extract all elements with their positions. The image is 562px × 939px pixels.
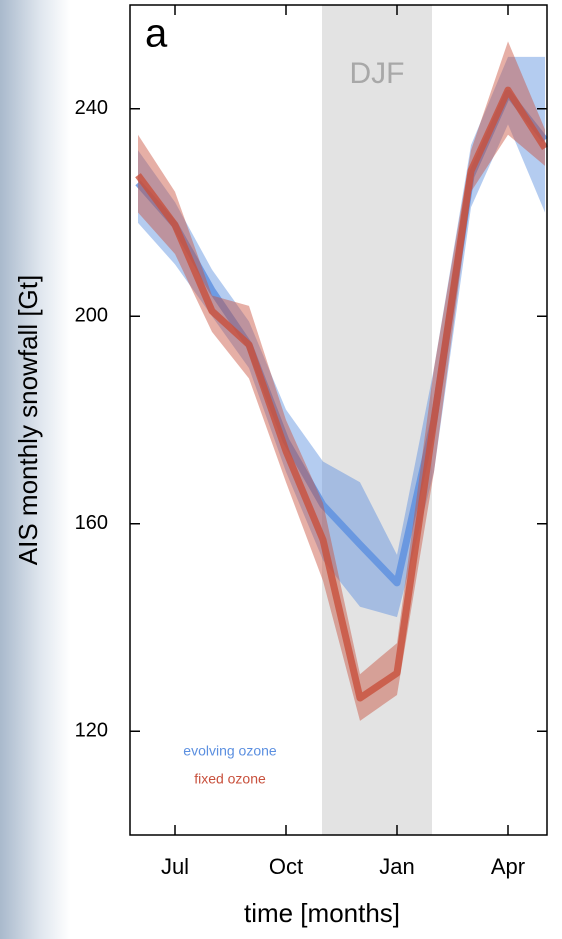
series-line [135, 86, 548, 702]
y-tick-label: 240 [75, 97, 108, 119]
band-segment [360, 482, 397, 618]
x-tick-label: Jan [379, 854, 414, 879]
plot-frame [129, 4, 548, 836]
season-label: DJF [350, 57, 405, 90]
y-axis-label: AIS monthly snowfall [Gt] [13, 275, 43, 565]
x-tick-label: Jul [161, 854, 189, 879]
band-segment [508, 56, 545, 213]
legend-entry: fixed ozone [194, 771, 266, 787]
y-tick-label: 120 [75, 720, 108, 742]
season-shade [322, 5, 432, 835]
y-tick-label: 160 [75, 512, 108, 534]
band-segment [471, 41, 508, 192]
y-tick-label: 200 [75, 305, 108, 327]
panel-letter: a [145, 12, 168, 56]
x-tick-label: Oct [269, 854, 303, 879]
x-axis-label: time [months] [244, 898, 400, 928]
legend-entry: evolving ozone [183, 743, 277, 759]
x-tick-label: Apr [491, 854, 525, 879]
